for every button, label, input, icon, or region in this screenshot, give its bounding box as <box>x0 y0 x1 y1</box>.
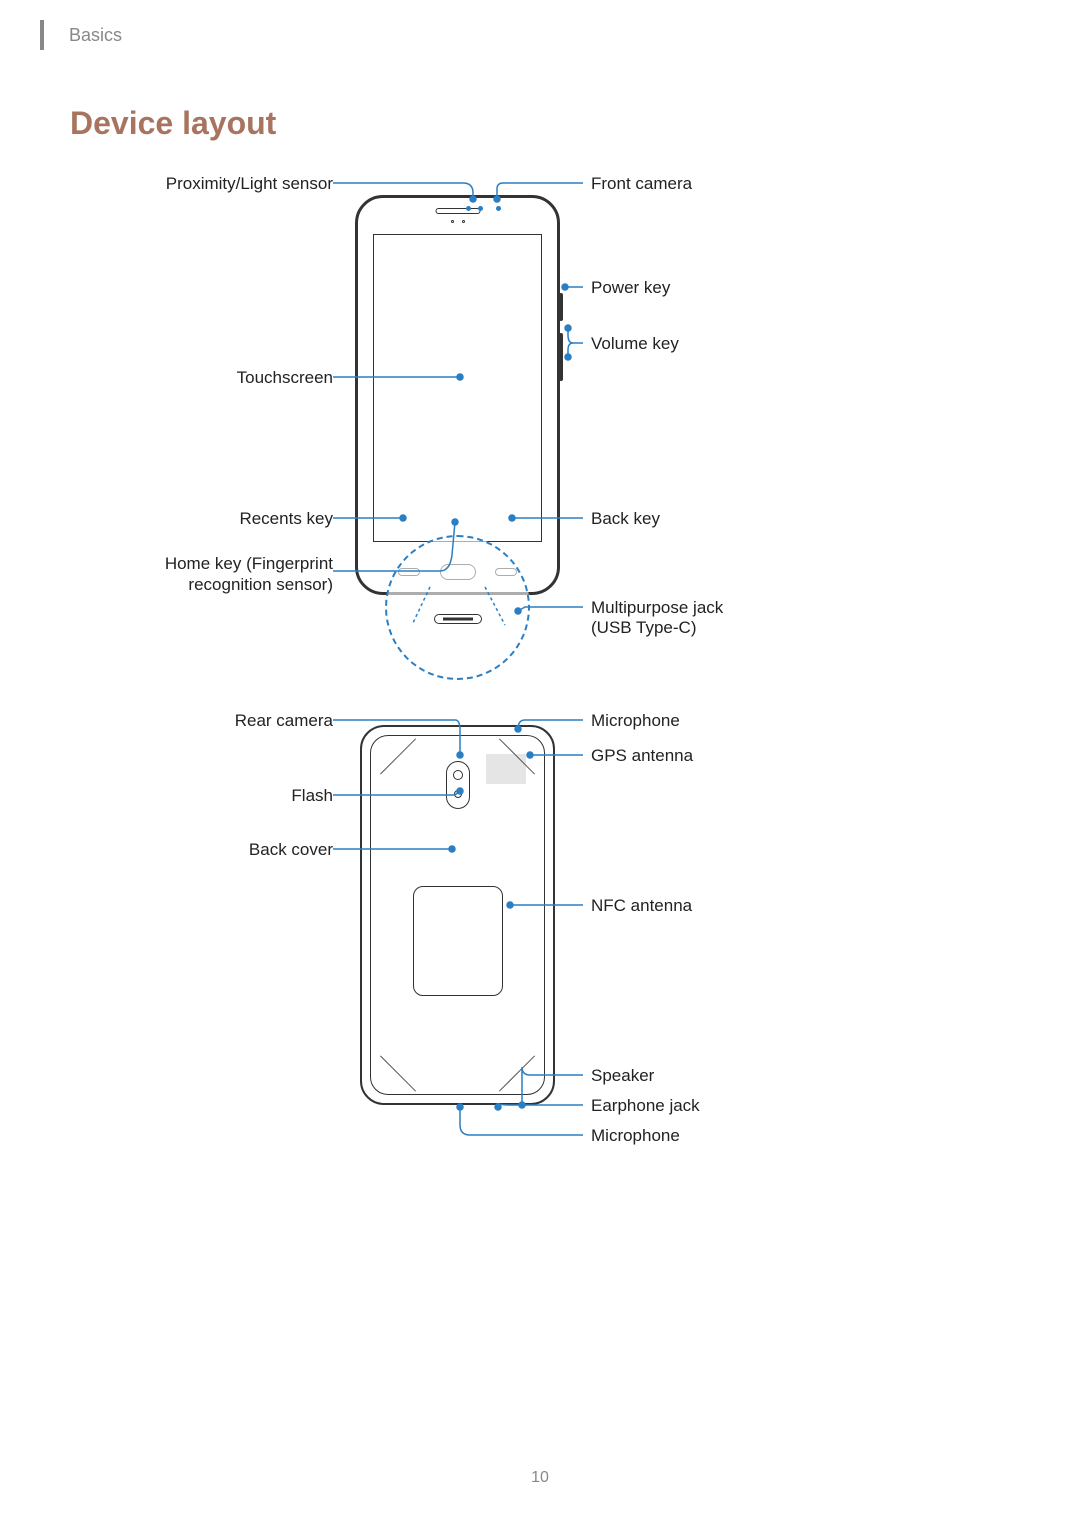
label-mic-top: Microphone <box>591 711 680 731</box>
label-back-cover: Back cover <box>133 840 333 860</box>
phone-back <box>360 725 555 1105</box>
screen <box>373 234 542 542</box>
breadcrumb: Basics <box>69 25 122 46</box>
label-rear-camera: Rear camera <box>133 711 333 731</box>
volume-key-icon <box>559 333 563 381</box>
label-front-camera: Front camera <box>591 174 692 194</box>
label-touchscreen: Touchscreen <box>133 368 333 388</box>
magnify-circle <box>385 535 530 680</box>
front-camera-dot-icon <box>496 206 501 211</box>
label-home: Home key (Fingerprint recognition sensor… <box>133 553 333 596</box>
label-usb-2: (USB Type-C) <box>591 618 697 638</box>
label-flash: Flash <box>133 786 333 806</box>
label-earphone: Earphone jack <box>591 1096 700 1116</box>
label-volume: Volume key <box>591 334 679 354</box>
page-title: Device layout <box>70 105 276 142</box>
label-recents: Recents key <box>133 509 333 529</box>
label-power: Power key <box>591 278 670 298</box>
page-number: 10 <box>0 1469 1080 1487</box>
front-dots <box>451 220 465 223</box>
label-nfc: NFC antenna <box>591 896 692 916</box>
header: Basics <box>40 20 122 50</box>
label-gps: GPS antenna <box>591 746 693 766</box>
label-speaker: Speaker <box>591 1066 654 1086</box>
label-back-key: Back key <box>591 509 660 529</box>
rear-camera-icon <box>446 761 470 809</box>
label-proximity: Proximity/Light sensor <box>133 174 333 194</box>
proximity-dot-icon <box>478 206 483 211</box>
label-usb-1: Multipurpose jack <box>591 598 723 618</box>
proximity-dot-icon <box>466 206 471 211</box>
earpiece <box>435 208 480 214</box>
nfc-area-icon <box>413 886 503 996</box>
diagram: Proximity/Light sensor Front camera Powe… <box>0 155 1080 1355</box>
usb-port-icon <box>434 614 482 624</box>
label-mic-bot: Microphone <box>591 1126 680 1146</box>
power-key-icon <box>559 293 563 321</box>
flash-icon <box>454 790 462 798</box>
